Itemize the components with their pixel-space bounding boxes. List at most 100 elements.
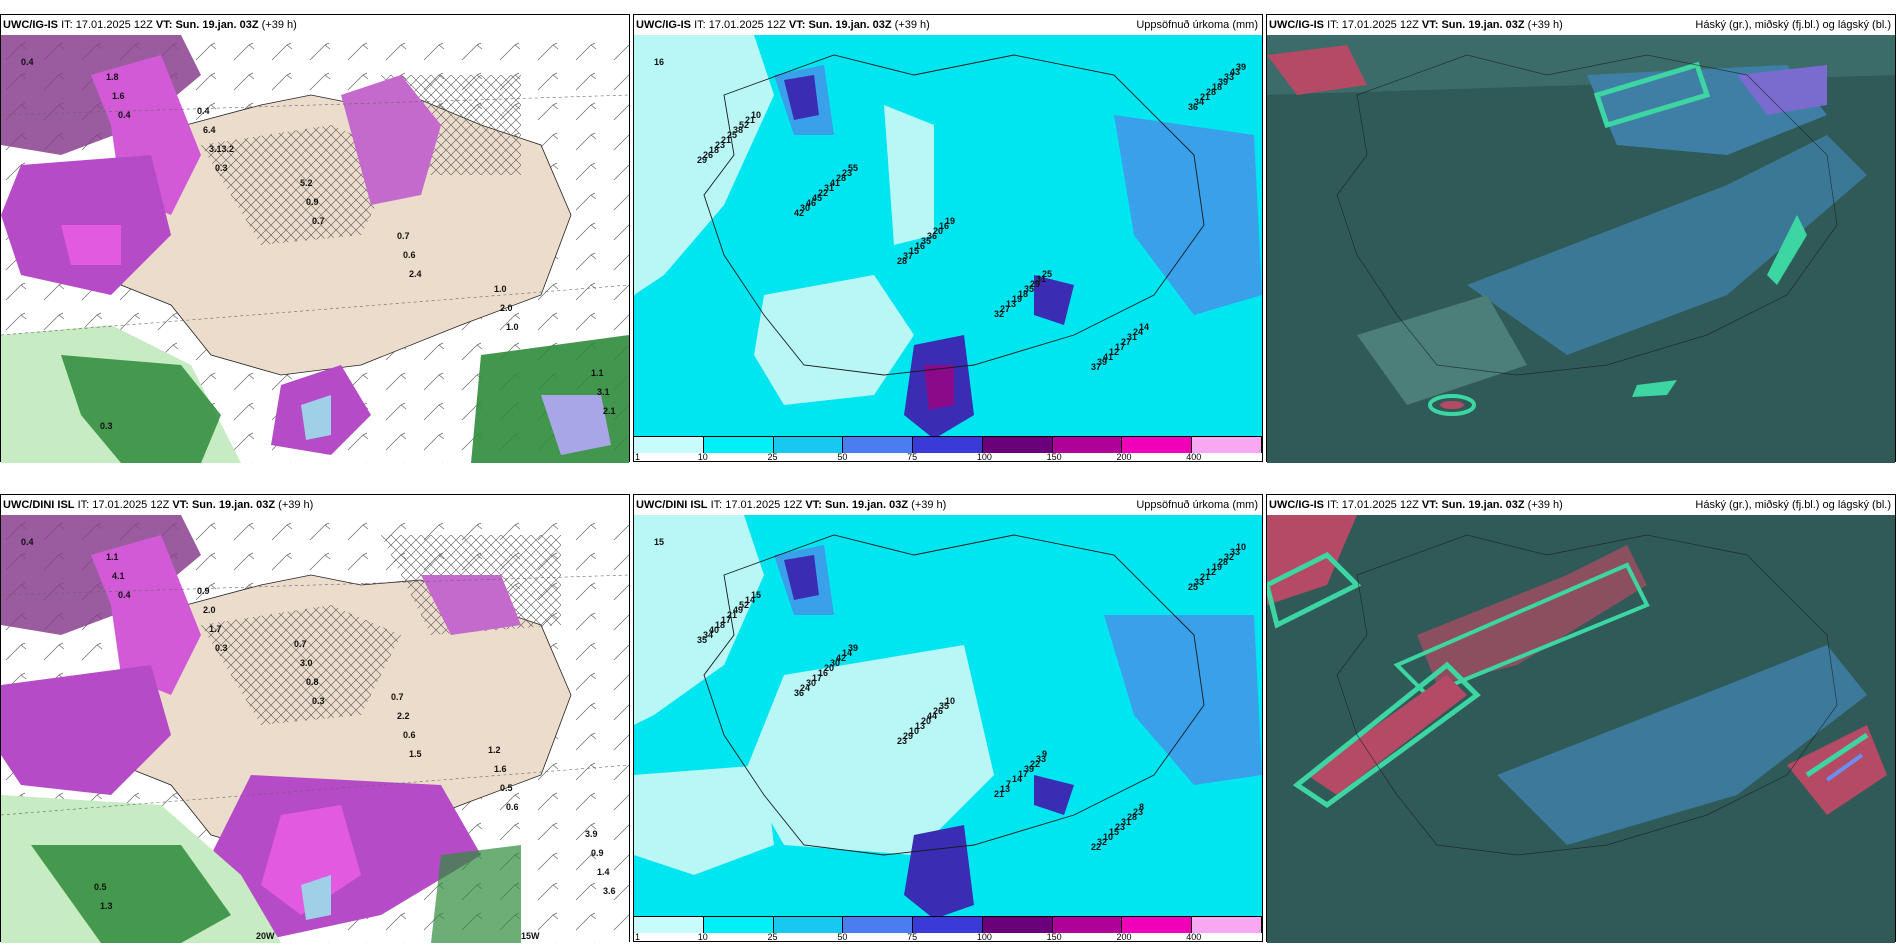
- colorbar-segment: [1122, 917, 1193, 933]
- map-value-label: 31: [824, 183, 834, 193]
- map-value-label: 0.6: [403, 730, 416, 740]
- panel-header: UWC/IG-IS IT: 17.01.2025 12Z VT: Sun. 19…: [1267, 495, 1895, 515]
- panel-header: UWC/DINI ISL IT: 17.01.2025 12Z VT: Sun.…: [3, 499, 314, 511]
- map-value-label: 15: [654, 537, 664, 547]
- ptype-map: 0.4 0.4 0.3 0.7 2.4 1.0 2.1 1.6 3.13.2 0.9 0.6 2.0 3…: [1, 35, 629, 463]
- map-value-label: 29: [697, 155, 707, 165]
- map-value-label: 16: [818, 668, 828, 678]
- map-value-label: 18: [709, 145, 719, 155]
- map-value-label: 0.9: [306, 197, 319, 207]
- colorbar-label: 200: [1116, 452, 1132, 462]
- map-value-label: 10: [1236, 542, 1246, 552]
- colorbar-label: 100: [976, 452, 992, 462]
- map-value-label: 1.0: [506, 322, 519, 332]
- map-value-label: 0.3: [312, 696, 325, 706]
- map-value-label: 0.4: [21, 537, 34, 547]
- colorbar-label: 400: [1186, 932, 1202, 942]
- map-value-label: 55: [848, 163, 858, 173]
- panel-title: Uppsöfnuð úrkoma (mm): [1136, 19, 1258, 31]
- precip-map: 16 10 55 19 25 14 39 21 23 16 31 24 43 52 28 20 29 31 33 38…: [634, 35, 1262, 439]
- map-value-label: 14: [1012, 774, 1022, 784]
- map-value-label: 18: [1018, 289, 1028, 299]
- map-value-label: 14: [842, 648, 852, 658]
- map-value-label: 4.1: [112, 571, 125, 581]
- map-value-label: 39: [1024, 764, 1034, 774]
- map-value-label: 22: [1091, 842, 1101, 852]
- colorbar-segment: [1052, 437, 1123, 453]
- map-value-label: 20: [933, 226, 943, 236]
- panel-bottom-right: UWC/IG-IS IT: 17.01.2025 12Z VT: Sun. 19…: [1266, 494, 1896, 943]
- colorbar-segment: [703, 917, 774, 933]
- map-value-label: 35: [939, 701, 949, 711]
- colorbar-label: 1: [635, 932, 641, 942]
- map-value-label: 0.3: [100, 421, 113, 431]
- colorbar-label: 200: [1116, 932, 1132, 942]
- panel-bottom-middle: UWC/DINI ISL IT: 17.01.2025 12Z VT: Sun.…: [633, 494, 1263, 942]
- panel-header: UWC/IG-IS IT: 17.01.2025 12Z VT: Sun. 19…: [1267, 15, 1895, 35]
- colorbar-segment: [982, 437, 1053, 453]
- map-value-label: 8: [1139, 802, 1144, 812]
- panel-header: UWC/DINI ISL IT: 17.01.2025 12Z VT: Sun.…: [634, 495, 1262, 515]
- map-value-label: 22: [1030, 759, 1040, 769]
- map-value-label: 52: [739, 120, 749, 130]
- panel-title: Háský (gr.), miðský (fj.bl.) og lágský (…: [1695, 499, 1891, 511]
- map-value-label: 10: [1103, 832, 1113, 842]
- map-value-label: 28: [1218, 557, 1228, 567]
- map-value-label: 3.6: [603, 886, 616, 896]
- map-value-label: 16: [654, 57, 664, 67]
- map-value-label: 3.1: [597, 387, 610, 397]
- map-value-label: 10: [751, 110, 761, 120]
- colorbar-label: 150: [1046, 932, 1062, 942]
- panel-title: Háský (gr.), miðský (fj.bl.) og lágský (…: [1695, 19, 1891, 31]
- colorbar-segment: [913, 437, 983, 453]
- colorbar-segment: [1192, 917, 1262, 933]
- map-value-label: 25: [1188, 582, 1198, 592]
- colorbar-segment: [634, 437, 704, 453]
- ptype-map: 20W 15W 0.4 0.4 0.3 0.3 1.5 0.6 3.6 4.1 1.7 0.8 0.…: [1, 515, 629, 943]
- colorbar-segment: [982, 917, 1053, 933]
- map-value-label: 37: [903, 251, 913, 261]
- lon-label: 20W: [256, 931, 275, 941]
- colorbar-label: 1: [635, 452, 641, 462]
- map-value-label: 35: [1024, 284, 1034, 294]
- colorbar-segment: [634, 917, 704, 933]
- map-value-label: 3.9: [585, 829, 598, 839]
- map-value-label: 0.4: [118, 590, 131, 600]
- map-value-label: 15: [1109, 827, 1119, 837]
- map-value-label: 15: [909, 246, 919, 256]
- map-value-label: 22: [818, 188, 828, 198]
- map-value-label: 33: [1230, 547, 1240, 557]
- map-value-label: 2.0: [203, 605, 216, 615]
- colorbar-label: 75: [907, 932, 918, 942]
- map-value-label: 19: [945, 216, 955, 226]
- map-value-label: 3.13.2: [209, 144, 234, 154]
- map-value-label: 33: [1224, 72, 1234, 82]
- map-value-label: 0.6: [403, 250, 416, 260]
- map-value-label: 0.7: [294, 639, 307, 649]
- map-value-label: 21: [721, 135, 731, 145]
- colorbar-label: 50: [837, 932, 848, 942]
- map-value-label: 19: [1212, 562, 1222, 572]
- map-value-label: 36: [927, 231, 937, 241]
- colorbar-label: 25: [767, 452, 778, 462]
- map-value-label: 21: [1200, 92, 1210, 102]
- map-value-label: 1.6: [112, 91, 125, 101]
- panel-top-middle: UWC/IG-IS IT: 17.01.2025 12Z VT: Sun. 19…: [633, 14, 1263, 462]
- map-value-label: 3.0: [300, 658, 313, 668]
- map-value-label: 26: [933, 706, 943, 716]
- map-value-label: 13: [1006, 299, 1016, 309]
- map-value-label: 21: [994, 789, 1004, 799]
- map-value-label: 52: [739, 600, 749, 610]
- value-labels: 0.4 0.4 0.3 0.7 2.4 1.0 2.1 1.6 3.13.2 0.9 0.6 2.0 3…: [21, 57, 616, 431]
- map-value-label: 13: [915, 721, 925, 731]
- map-value-label: 1.7: [209, 624, 222, 634]
- map-value-label: 24: [1133, 327, 1143, 337]
- map-value-label: 2.1: [603, 406, 616, 416]
- map-value-label: 0.5: [94, 882, 107, 892]
- map-value-label: 20: [824, 663, 834, 673]
- map-value-label: 0.9: [591, 848, 604, 858]
- map-value-label: 28: [1206, 87, 1216, 97]
- map-value-label: 20: [921, 716, 931, 726]
- map-value-label: 13: [1000, 784, 1010, 794]
- map-value-label: 42: [836, 653, 846, 663]
